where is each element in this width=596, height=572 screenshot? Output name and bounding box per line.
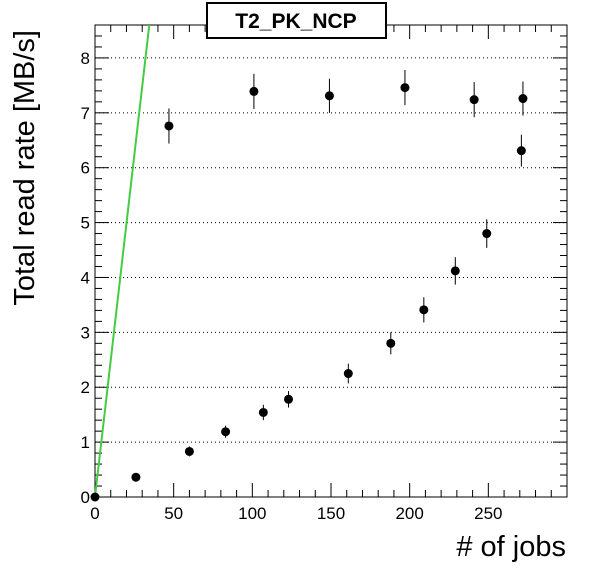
y-axis-title: Total read rate [MB/s] [9,30,41,306]
y-tick-label: 5 [81,214,90,233]
data-point [400,83,410,93]
y-tick-label: 4 [81,268,90,287]
x-tick-label: 150 [317,504,345,523]
y-tick-label: 2 [81,378,90,397]
data-point [386,338,396,348]
y-tick-label: 1 [81,433,90,452]
chart-title: T2_PK_NCP [235,10,356,33]
data-point [131,472,141,482]
data-point [482,229,492,239]
x-tick-label: 50 [164,504,183,523]
data-point [90,492,100,502]
reference-line [94,24,151,498]
y-tick-label: 3 [81,323,90,342]
x-tick-label: 200 [395,504,423,523]
data-point [221,427,231,437]
data-point [450,266,460,276]
grid [95,57,567,443]
y-tick-label: 0 [81,488,90,507]
data-point [164,121,174,131]
y-tick-label: 6 [81,159,90,178]
y-tick-label: 8 [81,49,90,68]
y-tick-label: 7 [81,104,90,123]
x-tick-label: 100 [238,504,266,523]
tick-labels: 0 50 100 150 200 250 0 1 2 3 4 5 6 7 8 [81,49,503,523]
data-point [518,94,528,104]
data-point [324,91,334,101]
data-points [90,70,528,502]
data-point [284,394,294,404]
data-point [184,446,194,456]
x-tick-label: 0 [90,504,99,523]
data-point [249,86,259,96]
x-tick-label: 250 [474,504,502,523]
data-point [469,95,479,105]
title-box-border [206,2,387,39]
data-point [258,407,268,417]
data-point [516,146,526,156]
data-point [419,305,429,315]
reference-line-group [94,24,151,498]
data-point [343,369,353,379]
x-axis-title: # of jobs [456,531,566,563]
title-box: T2_PK_NCP [206,2,387,39]
